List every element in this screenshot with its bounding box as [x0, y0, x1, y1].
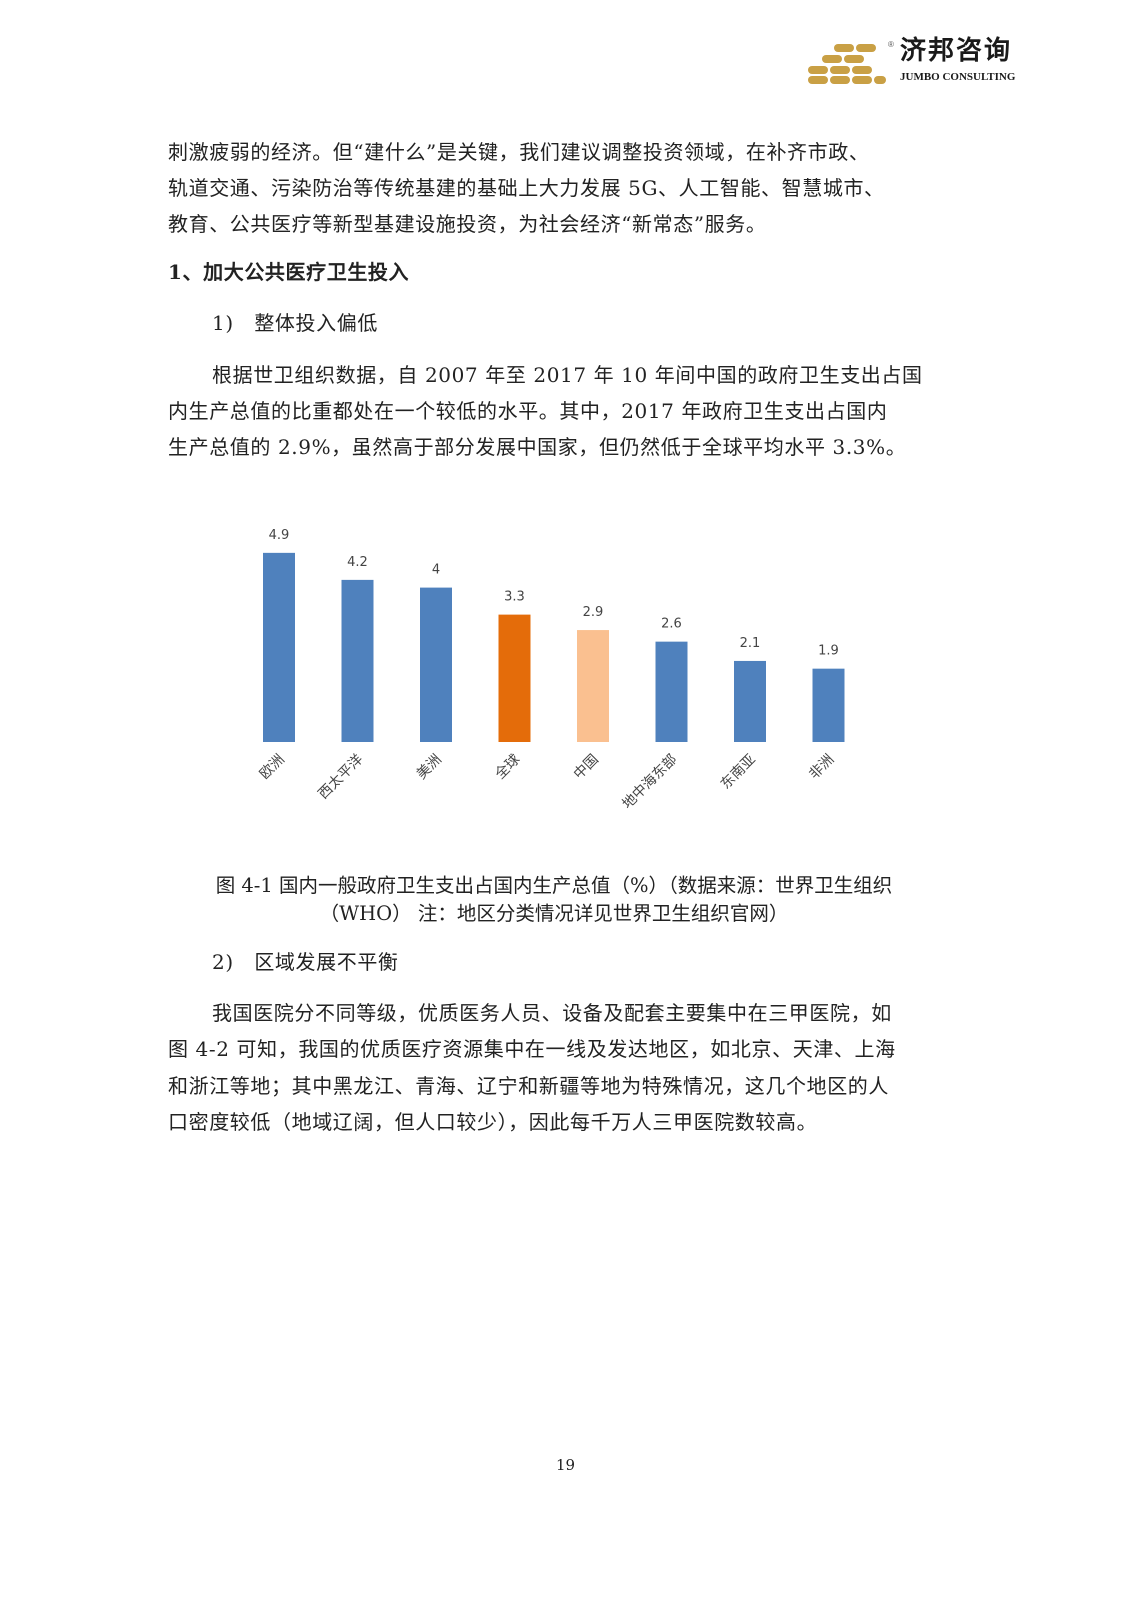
paragraph-line: 和浙江等地；其中黑龙江、青海、辽宁和新疆等地为特殊情况，这几个地区的人 — [168, 1074, 889, 1098]
page-number: 19 — [555, 1456, 576, 1474]
data-label: 4.9 — [269, 528, 290, 543]
category-label: 全球 — [492, 751, 524, 783]
category-label: 地中海东部 — [620, 752, 681, 813]
logo-english-name: JUMBO CONSULTING — [900, 71, 1016, 83]
paragraph-line: 刺激疲弱的经济。但“建什么”是关键，我们建议调整投资领域，在补齐市政、 — [168, 140, 870, 164]
bar — [341, 579, 374, 742]
category-label: 美洲 — [414, 752, 445, 783]
bar — [734, 660, 766, 742]
section-heading: 1、加大公共医疗卫生投入 — [168, 260, 410, 284]
category-label: 中国 — [571, 752, 602, 783]
data-label: 2.6 — [661, 617, 682, 632]
category-label: 欧洲 — [257, 752, 288, 783]
bar — [655, 641, 688, 742]
category-label: 西太平洋 — [315, 752, 366, 803]
paragraph-line: 口密度较低（地域辽阔，但人口较少），因此每千万人三甲医院数较高。 — [168, 1110, 818, 1134]
data-label: 2.1 — [740, 636, 761, 651]
paragraph-line: 教育、公共医疗等新型基建设施投资，为社会经济“新常态”服务。 — [168, 212, 767, 236]
logo-chinese-name: 济邦咨询 — [900, 36, 1013, 66]
bar-chart: 4.9 欧洲 4.2 西太平洋 4 美洲 3.3 全球 2.9 中国 2.6 地中海东部 2.1 东南亚 1… — [257, 528, 845, 813]
data-label: 4.2 — [347, 555, 368, 570]
paragraph-line: 根据世卫组织数据，自 2007 年至 2017 年 10 年间中国的政府卫生支出… — [212, 363, 923, 387]
data-label: 4 — [432, 563, 440, 578]
company-logo: ® 济邦咨询 JUMBO CONSULTING — [808, 36, 1058, 88]
figure-caption: 图 4-1 国内一般政府卫生支出占国内生产总值（%）（数据来源：世界卫生组织 — [215, 874, 893, 897]
subsection-heading: 1) 整体投入偏低 — [212, 311, 378, 335]
category-label: 东南亚 — [718, 752, 759, 793]
paragraph-line: 轨道交通、污染防治等传统基建的基础上大力发展 5G、人工智能、智慧城市、 — [168, 176, 885, 200]
bar — [263, 552, 295, 742]
data-label: 2.9 — [583, 605, 604, 620]
data-label: 1.9 — [818, 644, 839, 659]
figure-caption: （WHO） 注：地区分类情况详见世界卫生组织官网） — [319, 902, 789, 925]
bar — [420, 587, 452, 742]
logo-bricks-icon — [808, 44, 886, 84]
paragraph-line: 图 4-2 可知，我国的优质医疗资源集中在一线及发达地区，如北京、天津、上海 — [168, 1037, 896, 1061]
subsection-heading: 2) 区域发展不平衡 — [212, 950, 399, 974]
data-label: 3.3 — [504, 590, 525, 605]
bar — [812, 668, 845, 742]
bar — [577, 630, 609, 742]
bar — [498, 614, 531, 742]
paragraph-line: 生产总值的 2.9%，虽然高于部分发展中国家，但仍然低于全球平均水平 3.3%。 — [168, 435, 907, 459]
paragraph-line: 内生产总值的比重都处在一个较低的水平。其中，2017 年政府卫生支出占国内 — [168, 399, 888, 423]
registered-mark: ® — [888, 40, 894, 49]
paragraph-line: 我国医院分不同等级，优质医务人员、设备及配套主要集中在三甲医院，如 — [212, 1001, 892, 1025]
category-label: 非洲 — [806, 752, 837, 783]
